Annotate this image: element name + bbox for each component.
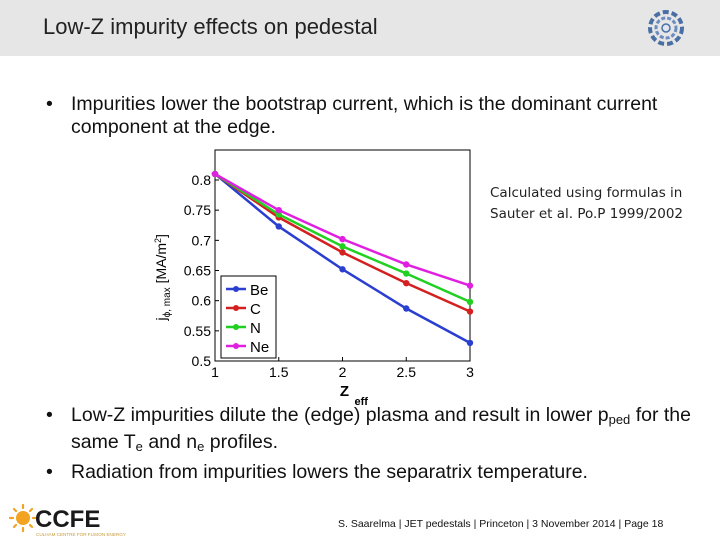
ccfe-logo: CCFE CULHAM CENTRE FOR FUSION ENERGY	[6, 503, 126, 539]
y-axis-label: jϕ, max [MA/m2]	[153, 234, 173, 321]
bullet-dilution-text-4: profiles.	[204, 431, 279, 453]
x-tick-label: 2.5	[397, 364, 417, 380]
calculation-note: Calculated using formulas in Sauter et a…	[490, 183, 705, 225]
footer-citation: S. Saarelma | JET pedestals | Princeton …	[338, 518, 664, 530]
title-bar: Low-Z impurity effects on pedestal	[0, 0, 720, 56]
legend-label-ne: Ne	[250, 339, 269, 356]
data-point-be	[339, 266, 346, 273]
y-tick-label: 0.5	[192, 353, 212, 369]
data-point-be	[403, 305, 410, 312]
bullet-dilution-text-3: and n	[142, 431, 198, 453]
y-tick-label: 0.8	[192, 172, 212, 188]
data-point-n	[403, 270, 410, 277]
x-axis-label: Z	[340, 383, 349, 400]
x-tick-label: 2	[339, 364, 347, 380]
y-tick-label: 0.75	[184, 202, 211, 218]
ccfe-sun-icon: CCFE CULHAM CENTRE FOR FUSION ENERGY	[8, 503, 126, 537]
legend-marker-n	[233, 324, 239, 330]
data-point-be	[275, 223, 282, 230]
slide-title: Low-Z impurity effects on pedestal	[43, 14, 378, 39]
bullet-dilution-text-1: Low-Z impurities dilute the (edge) plasm…	[71, 404, 609, 426]
jet-logo-icon	[648, 10, 684, 46]
data-point-ne	[403, 261, 410, 268]
bullet-bootstrap: • Impurities lower the bootstrap current,…	[46, 93, 658, 138]
ccfe-logo-subtext: CULHAM CENTRE FOR FUSION ENERGY	[36, 532, 126, 537]
note-line-2: Sauter et al. Po.P 1999/2002	[490, 206, 684, 222]
data-point-c	[403, 279, 410, 287]
legend-label-n: N	[250, 320, 261, 337]
bullet-dilution: • Low-Z impurities dilute the (edge) plas…	[46, 404, 691, 454]
bullet-dilution-sub-ne: e	[197, 439, 205, 454]
legend-marker-c	[233, 305, 239, 311]
data-point-ne	[339, 235, 346, 243]
legend-label-c: C	[250, 301, 261, 318]
data-point-c	[466, 308, 474, 315]
legend-marker-be	[233, 286, 239, 292]
x-axis-label-sub: eff	[355, 396, 369, 408]
bullet-radiation: • Radiation from impurities lowers the se…	[46, 461, 588, 483]
bullet-dilution-sub-te: e	[135, 439, 143, 454]
data-point-n	[339, 243, 346, 250]
data-point-ne	[211, 170, 219, 178]
data-point-be	[466, 339, 474, 347]
y-tick-label: 0.6	[192, 293, 212, 309]
bullet-dilution-text-2: for the same T	[71, 404, 691, 453]
x-tick-label: 1	[211, 364, 219, 380]
data-point-ne	[275, 206, 282, 214]
y-tick-label: 0.55	[184, 323, 211, 339]
legend-label-be: Be	[250, 282, 268, 299]
data-point-n	[466, 298, 474, 306]
x-tick-label: 1.5	[269, 364, 289, 380]
bullet-radiation-text: Radiation from impurities lowers the sep…	[71, 461, 588, 483]
data-point-ne	[466, 282, 474, 289]
x-tick-label: 3	[466, 364, 474, 380]
ccfe-logo-text: CCFE	[35, 506, 100, 533]
y-tick-label: 0.65	[184, 263, 211, 279]
bullet-dilution-sub-ped: ped	[608, 412, 631, 427]
legend-marker-ne	[233, 343, 239, 349]
bullet-bootstrap-text: Impurities lower the bootstrap current, …	[71, 93, 658, 138]
note-line-1: Calculated using formulas in	[490, 185, 683, 201]
data-point-c	[339, 249, 346, 256]
y-tick-label: 0.7	[192, 232, 212, 248]
